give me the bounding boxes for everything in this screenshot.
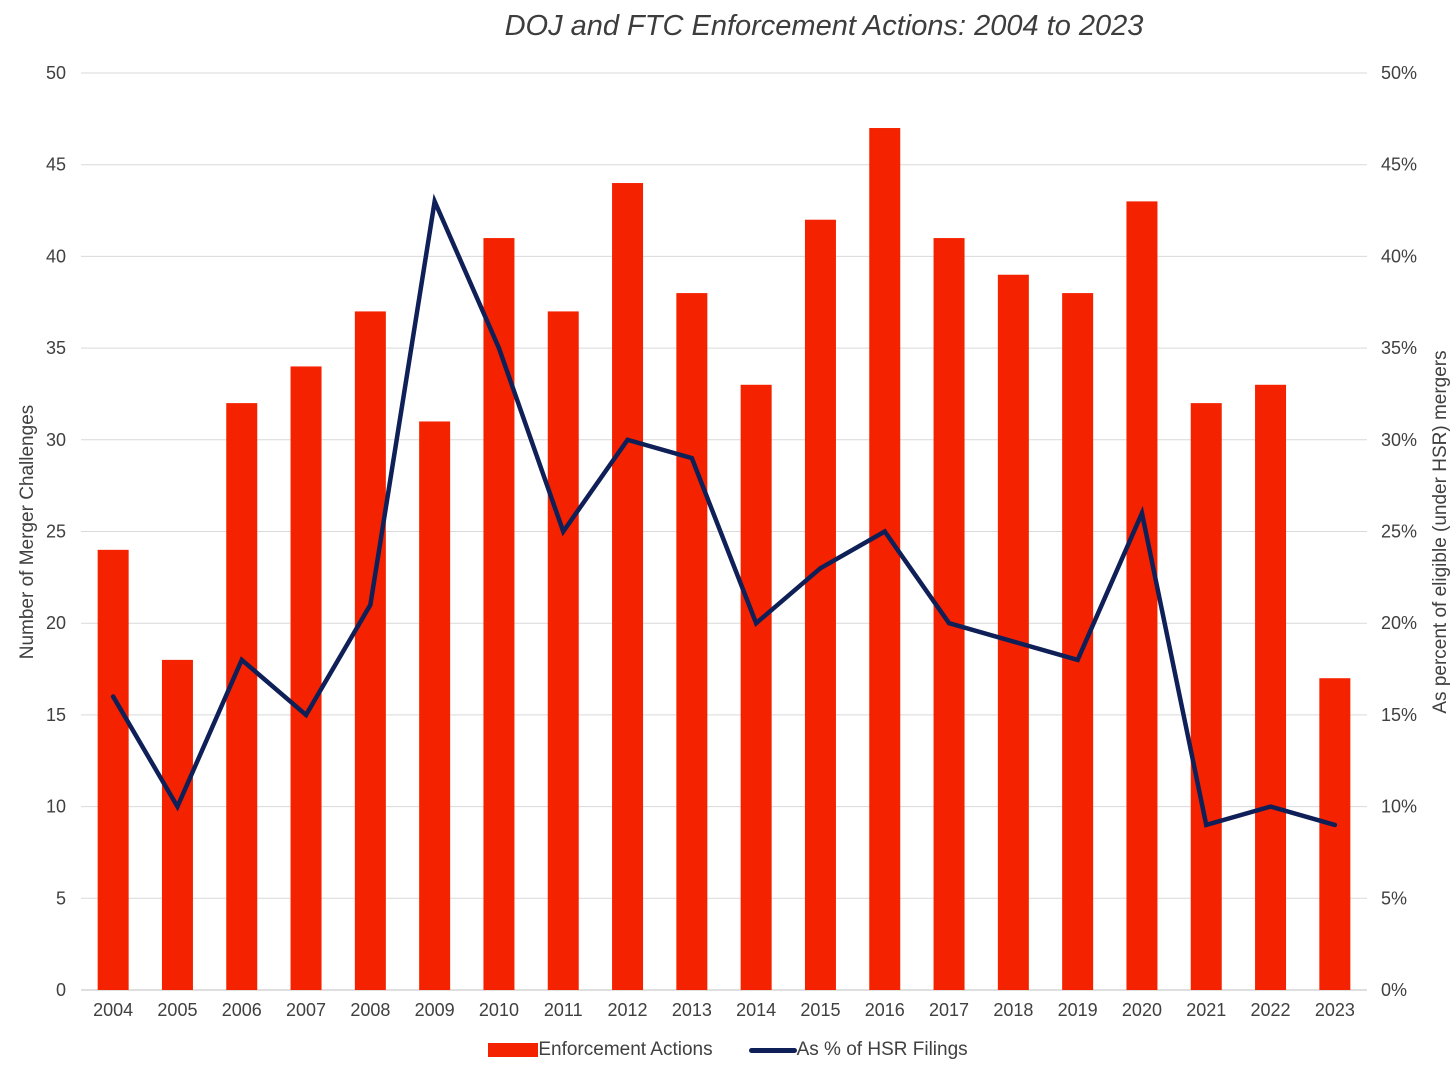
x-tick: 2015 [800, 1000, 840, 1020]
y-tick-left: 40 [46, 246, 66, 266]
line-point [1268, 804, 1273, 809]
x-tick: 2008 [350, 1000, 390, 1020]
bar [290, 366, 322, 990]
bar [226, 403, 258, 990]
series-line [110, 193, 1338, 828]
y-tick-left: 50 [46, 63, 66, 83]
x-tick: 2010 [479, 1000, 519, 1020]
line-point [818, 566, 823, 571]
line-point [368, 602, 373, 607]
line-point [496, 346, 501, 351]
bar [547, 311, 579, 990]
bar-series-enforcement-actions [97, 128, 1351, 991]
line-point [1011, 639, 1016, 644]
line-point [625, 437, 630, 442]
y-tick-left: 25 [46, 522, 66, 542]
bar [676, 293, 708, 991]
bar [869, 128, 901, 990]
axes: 0 0% 5 5% 10 10% 15 15% 20 20% 25 25% 30 30% 35 35% 40 40… [46, 63, 1417, 1020]
y-tick-right: 5% [1381, 888, 1407, 908]
bar [1255, 384, 1287, 990]
y-tick-right: 10% [1381, 797, 1417, 817]
bar [483, 238, 515, 990]
legend-label-hsr-percent: As % of HSR Filings [796, 1039, 968, 1060]
y-tick-right: 40% [1381, 246, 1417, 266]
line-point [175, 804, 180, 809]
y-tick-left: 0 [56, 980, 66, 1000]
x-tick: 2013 [672, 1000, 712, 1020]
x-tick: 2012 [608, 1000, 648, 1020]
x-tick: 2021 [1186, 1000, 1226, 1020]
line-point [947, 621, 952, 626]
x-tick: 2007 [286, 1000, 326, 1020]
line-point [754, 621, 759, 626]
bar [1319, 678, 1351, 990]
y-tick-right: 25% [1381, 522, 1417, 542]
legend-label-enforcement-actions: Enforcement Actions [538, 1039, 713, 1060]
chart-title: DOJ and FTC Enforcement Actions: 2004 to… [504, 10, 1144, 42]
bar [933, 238, 965, 990]
x-tick: 2023 [1315, 1000, 1355, 1020]
y-tick-right: 35% [1381, 338, 1417, 358]
y-tick-right: 15% [1381, 705, 1417, 725]
line-point [1139, 511, 1144, 516]
legend-swatch-line [748, 1047, 797, 1053]
line-point [1075, 657, 1080, 662]
bar [354, 311, 386, 990]
x-tick: 2018 [993, 1000, 1033, 1020]
x-tick: 2016 [865, 1000, 905, 1020]
y-tick-right: 50% [1381, 63, 1417, 83]
line-point [1204, 822, 1209, 827]
line-series-hsr-percent [110, 193, 1338, 828]
bar [740, 384, 772, 990]
legend-item-hsr-percent[interactable]: As % of HSR Filings [748, 1039, 968, 1061]
x-tick: 2011 [544, 1000, 583, 1020]
x-tick: 2022 [1251, 1000, 1291, 1020]
y-tick-right: 0% [1381, 980, 1407, 1000]
x-tick: 2019 [1058, 1000, 1098, 1020]
x-tick: 2017 [929, 1000, 969, 1020]
x-tick: 2004 [93, 1000, 133, 1020]
line-point [111, 694, 116, 699]
bar [97, 549, 129, 990]
x-tick: 2006 [222, 1000, 262, 1020]
y-tick-left: 20 [46, 613, 66, 633]
y-tick-left: 5 [56, 888, 66, 908]
y-tick-left: 45 [46, 155, 66, 175]
bar [161, 659, 193, 990]
legend-item-enforcement-actions[interactable]: Enforcement Actions [488, 1039, 713, 1061]
y-tick-right: 45% [1381, 155, 1417, 175]
bar [612, 183, 644, 991]
gridlines [81, 72, 1367, 991]
bar [1190, 403, 1222, 990]
y-tick-left: 15 [46, 705, 66, 725]
x-tick: 2014 [736, 1000, 776, 1020]
y-tick-right: 20% [1381, 613, 1417, 633]
y-tick-left: 35 [46, 338, 66, 358]
line-point [239, 657, 244, 662]
line-point [432, 199, 437, 204]
bar [997, 274, 1029, 990]
line-point [561, 529, 566, 534]
bar [1062, 293, 1094, 991]
bar [419, 421, 451, 991]
y-tick-left: 30 [46, 430, 66, 450]
y-tick-right: 30% [1381, 430, 1417, 450]
line-point [689, 456, 694, 461]
y-axis-left-title: Number of Merger Challenges [17, 405, 38, 660]
line-point [1332, 822, 1337, 827]
legend-swatch-bar [488, 1043, 539, 1057]
x-tick: 2005 [157, 1000, 197, 1020]
x-tick: 2020 [1122, 1000, 1162, 1020]
bar [1126, 201, 1158, 990]
y-axis-right-title: As percent of eligible (under HSR) merge… [1430, 350, 1451, 713]
y-tick-left: 10 [46, 797, 66, 817]
legend: Enforcement Actions As % of HSR Filings [0, 1037, 1456, 1063]
line-point [304, 712, 309, 717]
x-tick: 2009 [415, 1000, 455, 1020]
bar [804, 219, 836, 991]
line-point [882, 529, 887, 534]
